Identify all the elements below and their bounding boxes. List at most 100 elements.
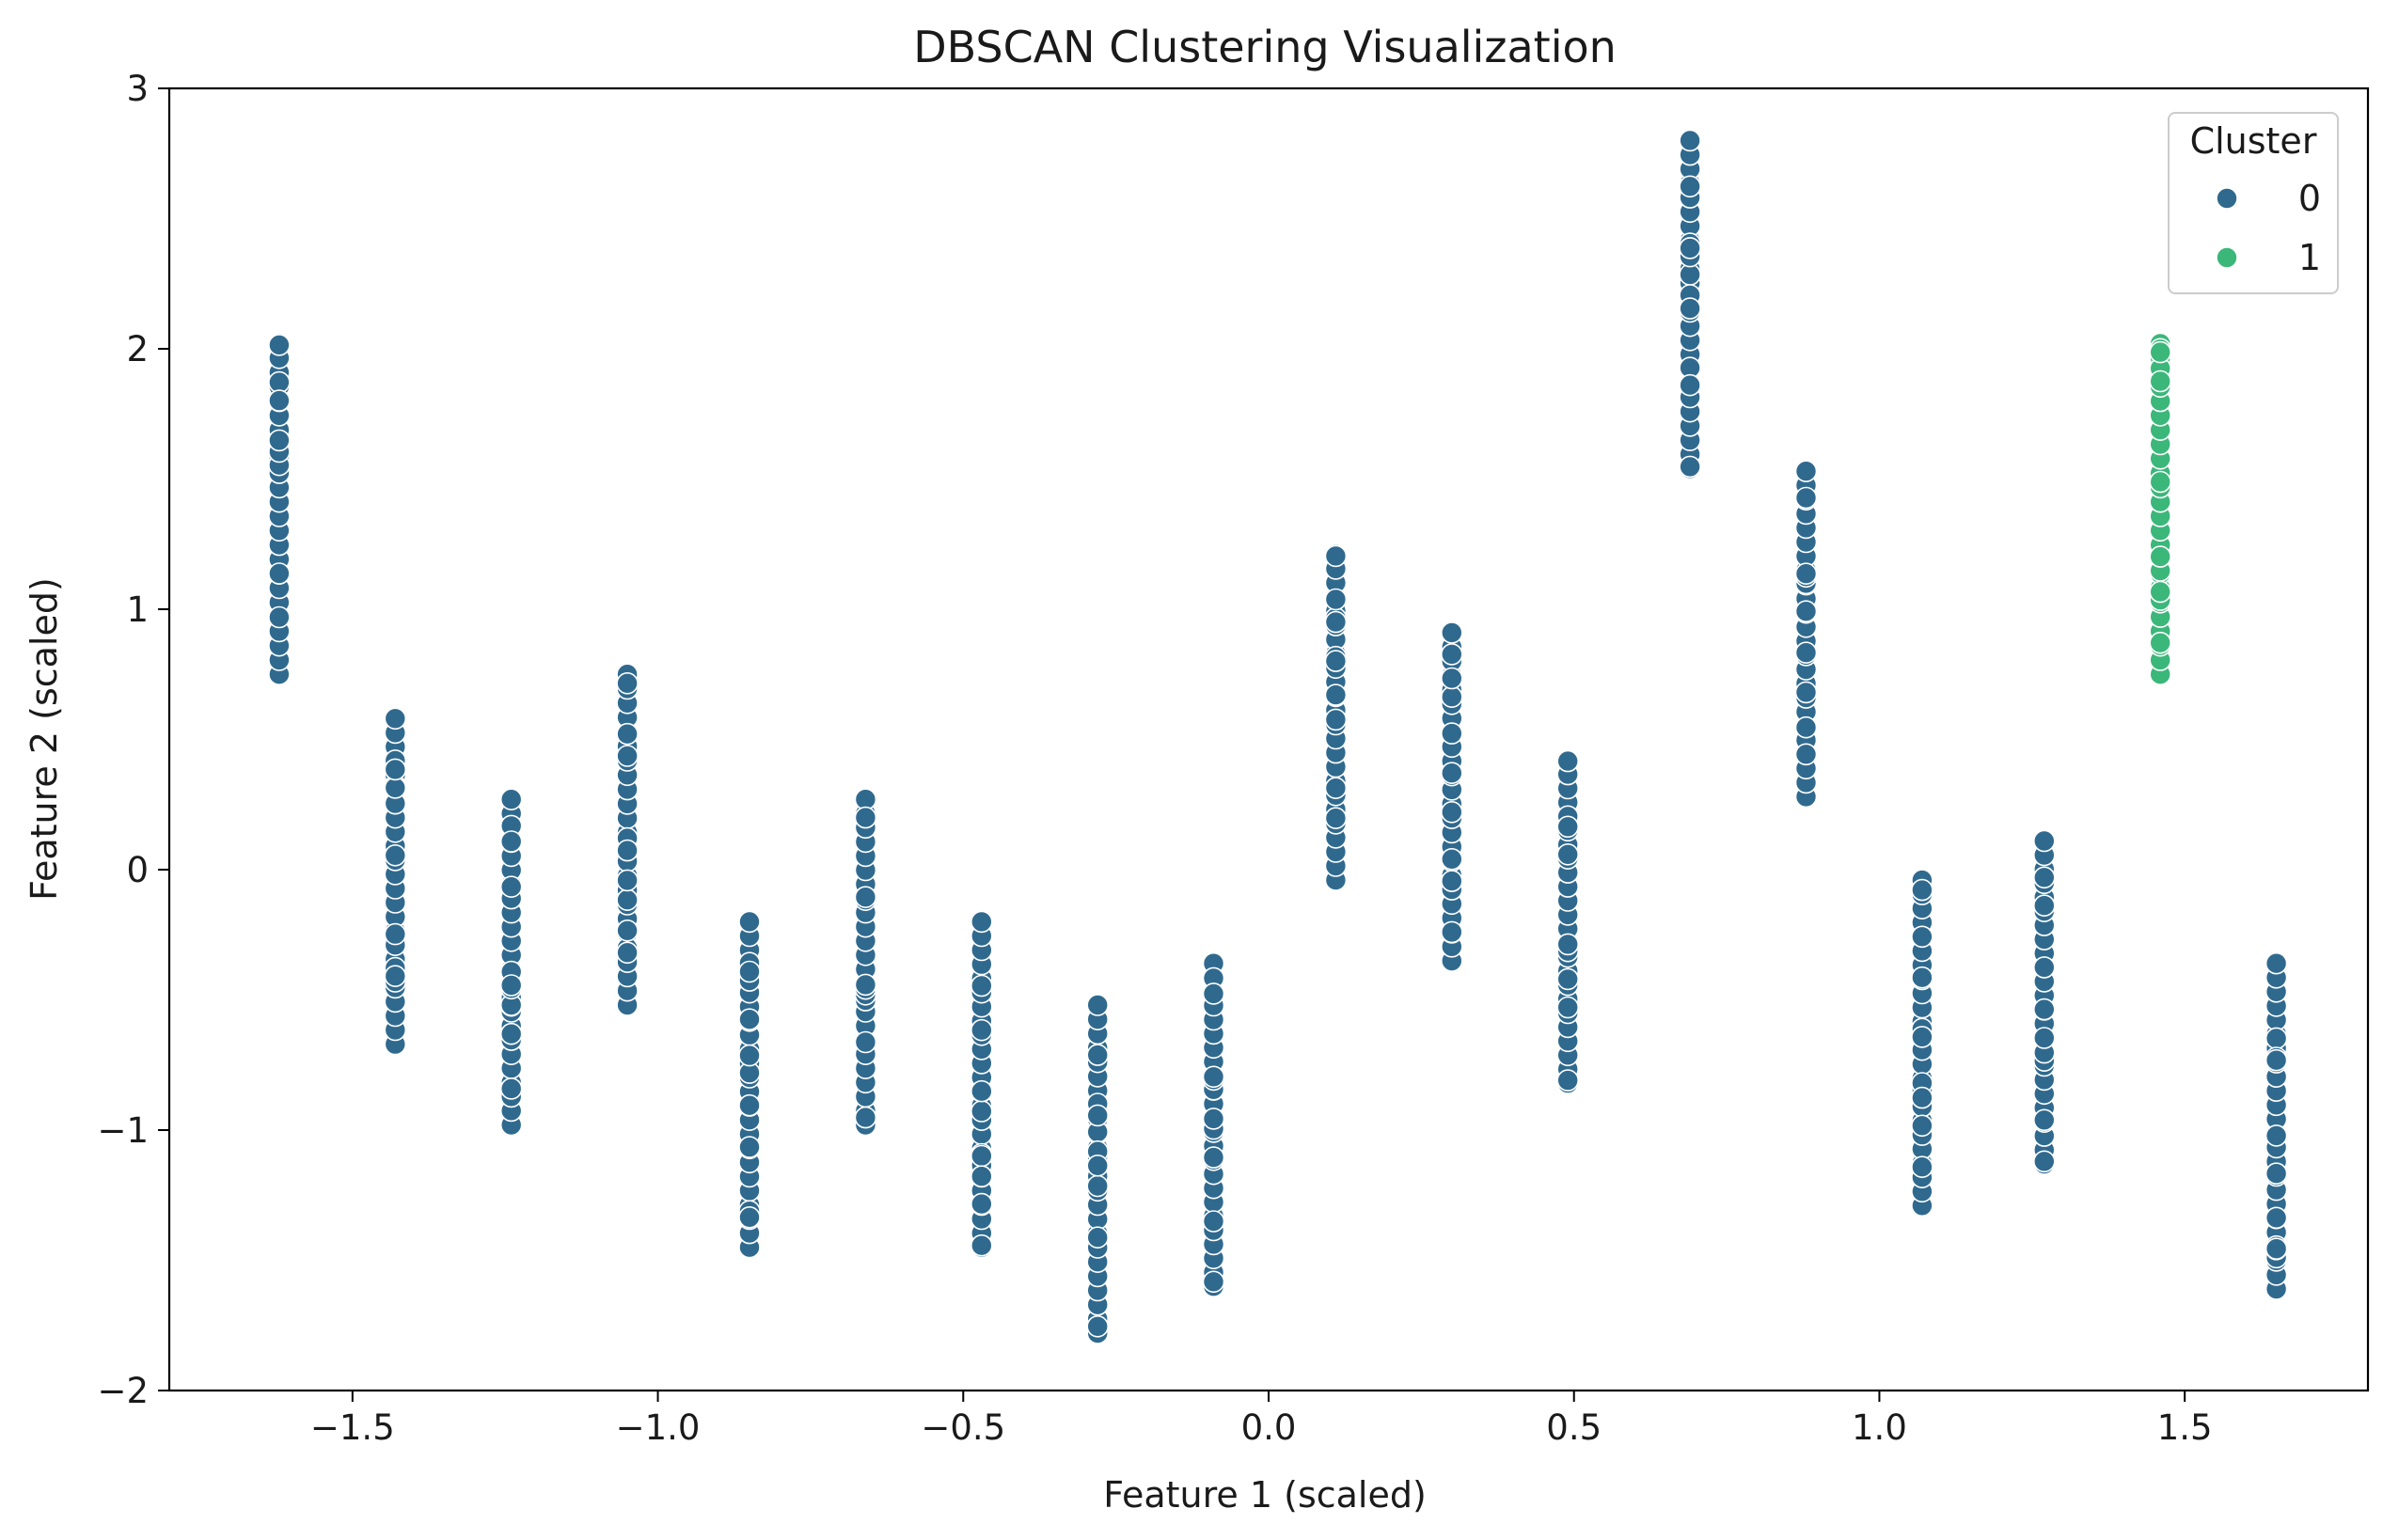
- data-point: [499, 830, 523, 853]
- legend-entries: 01: [2216, 178, 2321, 278]
- data-point: [1324, 544, 1348, 568]
- data-point: [499, 1077, 523, 1100]
- data-point: [971, 910, 993, 934]
- data-point: [738, 1206, 761, 1229]
- data-point: [1794, 460, 1818, 483]
- legend-marker-1: [2216, 246, 2238, 269]
- y-tick-label: 0: [126, 850, 149, 890]
- data-point: [1794, 562, 1818, 586]
- data-point: [971, 1100, 993, 1123]
- data-point: [2265, 1206, 2288, 1230]
- data-point: [384, 707, 407, 731]
- data-point: [1441, 762, 1463, 785]
- data-point: [499, 1022, 523, 1045]
- data-point: [616, 919, 639, 942]
- data-point: [1679, 455, 1701, 479]
- data-point: [268, 334, 291, 356]
- x-tick-label: −1.5: [310, 1407, 395, 1448]
- data-point: [2265, 1048, 2288, 1072]
- data-point: [384, 843, 407, 867]
- data-point: [1679, 175, 1701, 198]
- data-point: [616, 888, 639, 912]
- data-point: [1324, 588, 1348, 611]
- data-point: [1794, 486, 1818, 510]
- data-point: [1679, 373, 1701, 397]
- data-point: [268, 562, 291, 585]
- x-tick-label: −1.0: [616, 1407, 701, 1448]
- data-point: [1086, 994, 1109, 1016]
- data-point: [854, 973, 877, 997]
- data-point: [1324, 684, 1348, 706]
- data-point: [2033, 866, 2056, 889]
- data-point: [1202, 1146, 1225, 1169]
- data-point: [738, 910, 761, 934]
- series-0: [268, 129, 2288, 1344]
- data-point: [854, 806, 877, 829]
- x-tick-label: −0.5: [921, 1407, 1005, 1448]
- data-point: [1202, 1065, 1225, 1089]
- legend-title: Cluster: [2190, 120, 2317, 162]
- data-point: [738, 1044, 761, 1067]
- data-point: [971, 1165, 993, 1187]
- y-tick-label: −2: [97, 1371, 149, 1411]
- data-point: [1202, 1108, 1225, 1130]
- data-point: [616, 745, 639, 767]
- y-tick-label: −1: [97, 1110, 149, 1151]
- data-point: [2149, 580, 2171, 604]
- data-point: [499, 788, 523, 811]
- data-point: [2149, 631, 2171, 654]
- data-point: [738, 960, 761, 983]
- data-point: [1202, 1210, 1225, 1233]
- data-point: [738, 1093, 761, 1117]
- data-point: [1441, 870, 1463, 892]
- data-point: [854, 886, 877, 909]
- data-point: [1086, 1104, 1109, 1127]
- data-point: [268, 389, 291, 412]
- data-point: [2149, 545, 2171, 568]
- data-point: [616, 671, 639, 695]
- data-point: [1556, 1069, 1579, 1092]
- data-point: [1911, 1114, 1933, 1138]
- data-point: [2033, 1108, 2056, 1132]
- data-point: [738, 1136, 761, 1158]
- data-point: [268, 605, 291, 629]
- data-point: [1324, 777, 1348, 800]
- data-point: [616, 869, 639, 892]
- data-point: [1911, 1086, 1933, 1109]
- y-axis-label: Feature 2 (scaled): [24, 577, 65, 901]
- data-point: [1086, 1315, 1109, 1338]
- data-point: [1324, 650, 1348, 672]
- data-point: [971, 974, 993, 998]
- points-layer: [268, 129, 2288, 1344]
- data-point: [1794, 600, 1818, 623]
- data-point: [2149, 470, 2171, 494]
- data-point: [1086, 1226, 1109, 1249]
- legend-box: [2168, 112, 2339, 294]
- data-point: [1556, 842, 1579, 866]
- legend-marker-0: [2216, 187, 2238, 210]
- data-point: [1911, 1155, 1933, 1178]
- data-point: [1556, 815, 1579, 839]
- data-point: [1441, 667, 1463, 690]
- legend-label-0: 0: [2298, 178, 2321, 219]
- legend: Cluster 01: [2168, 112, 2339, 294]
- legend-label-1: 1: [2298, 237, 2321, 278]
- data-point: [1556, 996, 1579, 1019]
- data-point: [2265, 1162, 2288, 1185]
- data-point: [2033, 1027, 2056, 1049]
- data-point: [1086, 1044, 1109, 1066]
- data-point: [1441, 621, 1463, 644]
- data-point: [2265, 1237, 2288, 1260]
- data-point: [499, 875, 523, 899]
- data-point: [1679, 297, 1701, 320]
- data-point: [499, 974, 523, 997]
- data-point: [1441, 847, 1463, 871]
- data-point: [971, 1192, 993, 1216]
- data-point: [1794, 743, 1818, 766]
- data-point: [1086, 1155, 1109, 1177]
- data-point: [2033, 894, 2056, 918]
- chart-title: DBSCAN Clustering Visualization: [913, 22, 1617, 72]
- data-point: [2149, 340, 2171, 364]
